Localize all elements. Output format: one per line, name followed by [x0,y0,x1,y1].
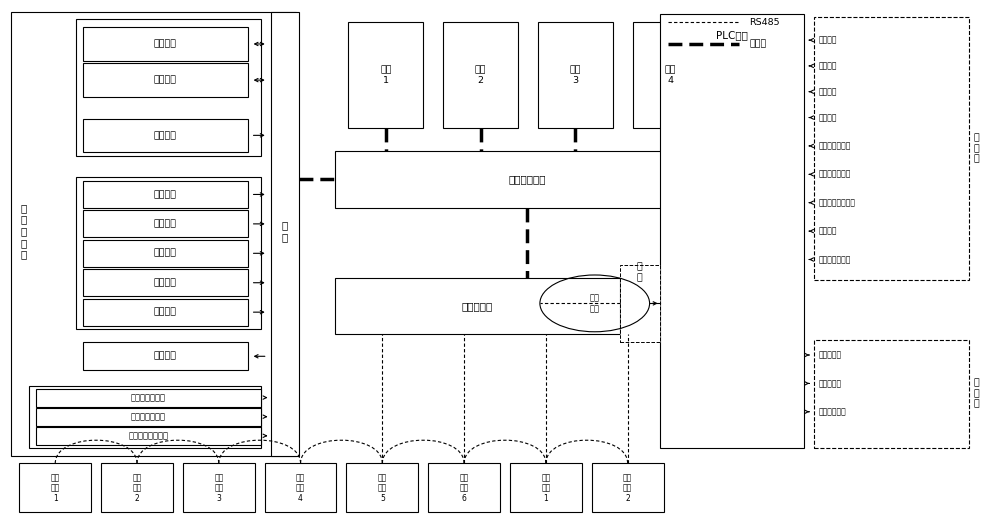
Text: 综保
3: 综保 3 [570,65,581,85]
FancyBboxPatch shape [83,181,248,208]
FancyBboxPatch shape [11,12,296,456]
FancyBboxPatch shape [510,463,582,512]
FancyBboxPatch shape [633,22,707,128]
FancyBboxPatch shape [83,240,248,267]
Text: 状态显示: 状态显示 [154,352,177,361]
FancyBboxPatch shape [348,22,423,128]
FancyBboxPatch shape [183,463,255,512]
Text: 旋钮调试: 旋钮调试 [819,87,838,96]
Text: 断路器分合状态: 断路器分合状态 [819,142,851,151]
FancyBboxPatch shape [592,463,664,512]
Text: 旋钮试验: 旋钮试验 [819,113,838,122]
FancyBboxPatch shape [36,427,261,445]
Text: 红外
测温
5: 红外 测温 5 [378,473,387,503]
FancyBboxPatch shape [428,463,500,512]
FancyBboxPatch shape [538,22,613,128]
Text: 试验指令: 试验指令 [154,249,177,258]
FancyBboxPatch shape [265,463,336,512]
FancyBboxPatch shape [271,12,299,456]
Text: 分合断路器: 分合断路器 [819,350,842,360]
FancyBboxPatch shape [83,299,248,325]
Text: 红外
测温
4: 红外 测温 4 [296,473,305,503]
Text: 急停信号: 急停信号 [819,227,838,236]
Text: 断路器分合指令: 断路器分合指令 [131,393,166,402]
Text: 停止指令: 停止指令 [154,308,177,317]
Text: 综保
2: 综保 2 [475,65,486,85]
Text: 旋钮启动: 旋钮启动 [819,36,838,45]
Text: 综保
4: 综保 4 [664,65,676,85]
Text: 分接开关升降: 分接开关升降 [819,407,847,416]
Text: 分合接触器: 分合接触器 [819,379,842,388]
FancyBboxPatch shape [83,27,248,61]
Text: 红外
测温
3: 红外 测温 3 [214,473,223,503]
FancyBboxPatch shape [19,463,91,512]
Text: 通信控制器: 通信控制器 [462,301,493,311]
FancyBboxPatch shape [335,278,620,334]
FancyBboxPatch shape [83,211,248,237]
FancyBboxPatch shape [36,407,261,426]
Text: 红外
测温
1: 红外 测温 1 [51,473,60,503]
Text: 复归指令: 复归指令 [154,278,177,287]
Text: RS485: RS485 [749,18,780,26]
Text: 状态
进程: 状态 进程 [590,294,600,313]
FancyBboxPatch shape [83,269,248,296]
Text: 接触器分合指令: 接触器分合指令 [131,412,166,421]
Text: 安全链动作信号: 安全链动作信号 [819,255,851,264]
FancyBboxPatch shape [620,265,660,342]
Text: PLC设备: PLC设备 [716,30,748,40]
Text: 以太网: 以太网 [749,39,767,48]
FancyBboxPatch shape [335,151,719,208]
FancyBboxPatch shape [83,342,248,371]
FancyBboxPatch shape [346,463,418,512]
Text: 通
信: 通 信 [637,263,642,282]
FancyBboxPatch shape [814,17,969,280]
FancyBboxPatch shape [76,177,261,329]
Text: 开
入
量: 开 入 量 [974,133,980,163]
FancyBboxPatch shape [443,22,518,128]
FancyBboxPatch shape [660,15,804,448]
FancyBboxPatch shape [83,63,248,97]
Text: 调试指令: 调试指令 [154,190,177,199]
Text: 接触器分合状态: 接触器分合状态 [819,170,851,179]
Text: 开机指令: 开机指令 [154,220,177,228]
Text: 跌落时间: 跌落时间 [154,39,177,48]
Text: 温湿
度仪
2: 温湿 度仪 2 [623,473,632,503]
Text: 以太网交换机: 以太网交换机 [509,174,546,184]
Text: 旋钮停止: 旋钮停止 [819,61,838,71]
Text: 跌落深度: 跌落深度 [154,76,177,85]
Text: 开
出
量: 开 出 量 [974,379,980,408]
Text: 跌落方式: 跌落方式 [154,131,177,140]
FancyBboxPatch shape [83,118,248,152]
FancyBboxPatch shape [76,19,261,156]
FancyBboxPatch shape [29,386,261,448]
Text: 通
信: 通 信 [281,220,288,242]
Text: 分接开关位置状态: 分接开关位置状态 [819,198,856,207]
Text: 温湿
度仪
1: 温湿 度仪 1 [541,473,550,503]
Text: 分接开关升降指令: 分接开关升降指令 [128,431,168,440]
Text: 计
算
机
后
台: 计 算 机 后 台 [20,203,26,260]
Text: 红外
测温
6: 红外 测温 6 [459,473,469,503]
FancyBboxPatch shape [36,389,261,406]
Text: 红外
测温
2: 红外 测温 2 [132,473,142,503]
FancyBboxPatch shape [101,463,173,512]
Text: 综保
1: 综保 1 [380,65,392,85]
FancyBboxPatch shape [814,339,969,448]
